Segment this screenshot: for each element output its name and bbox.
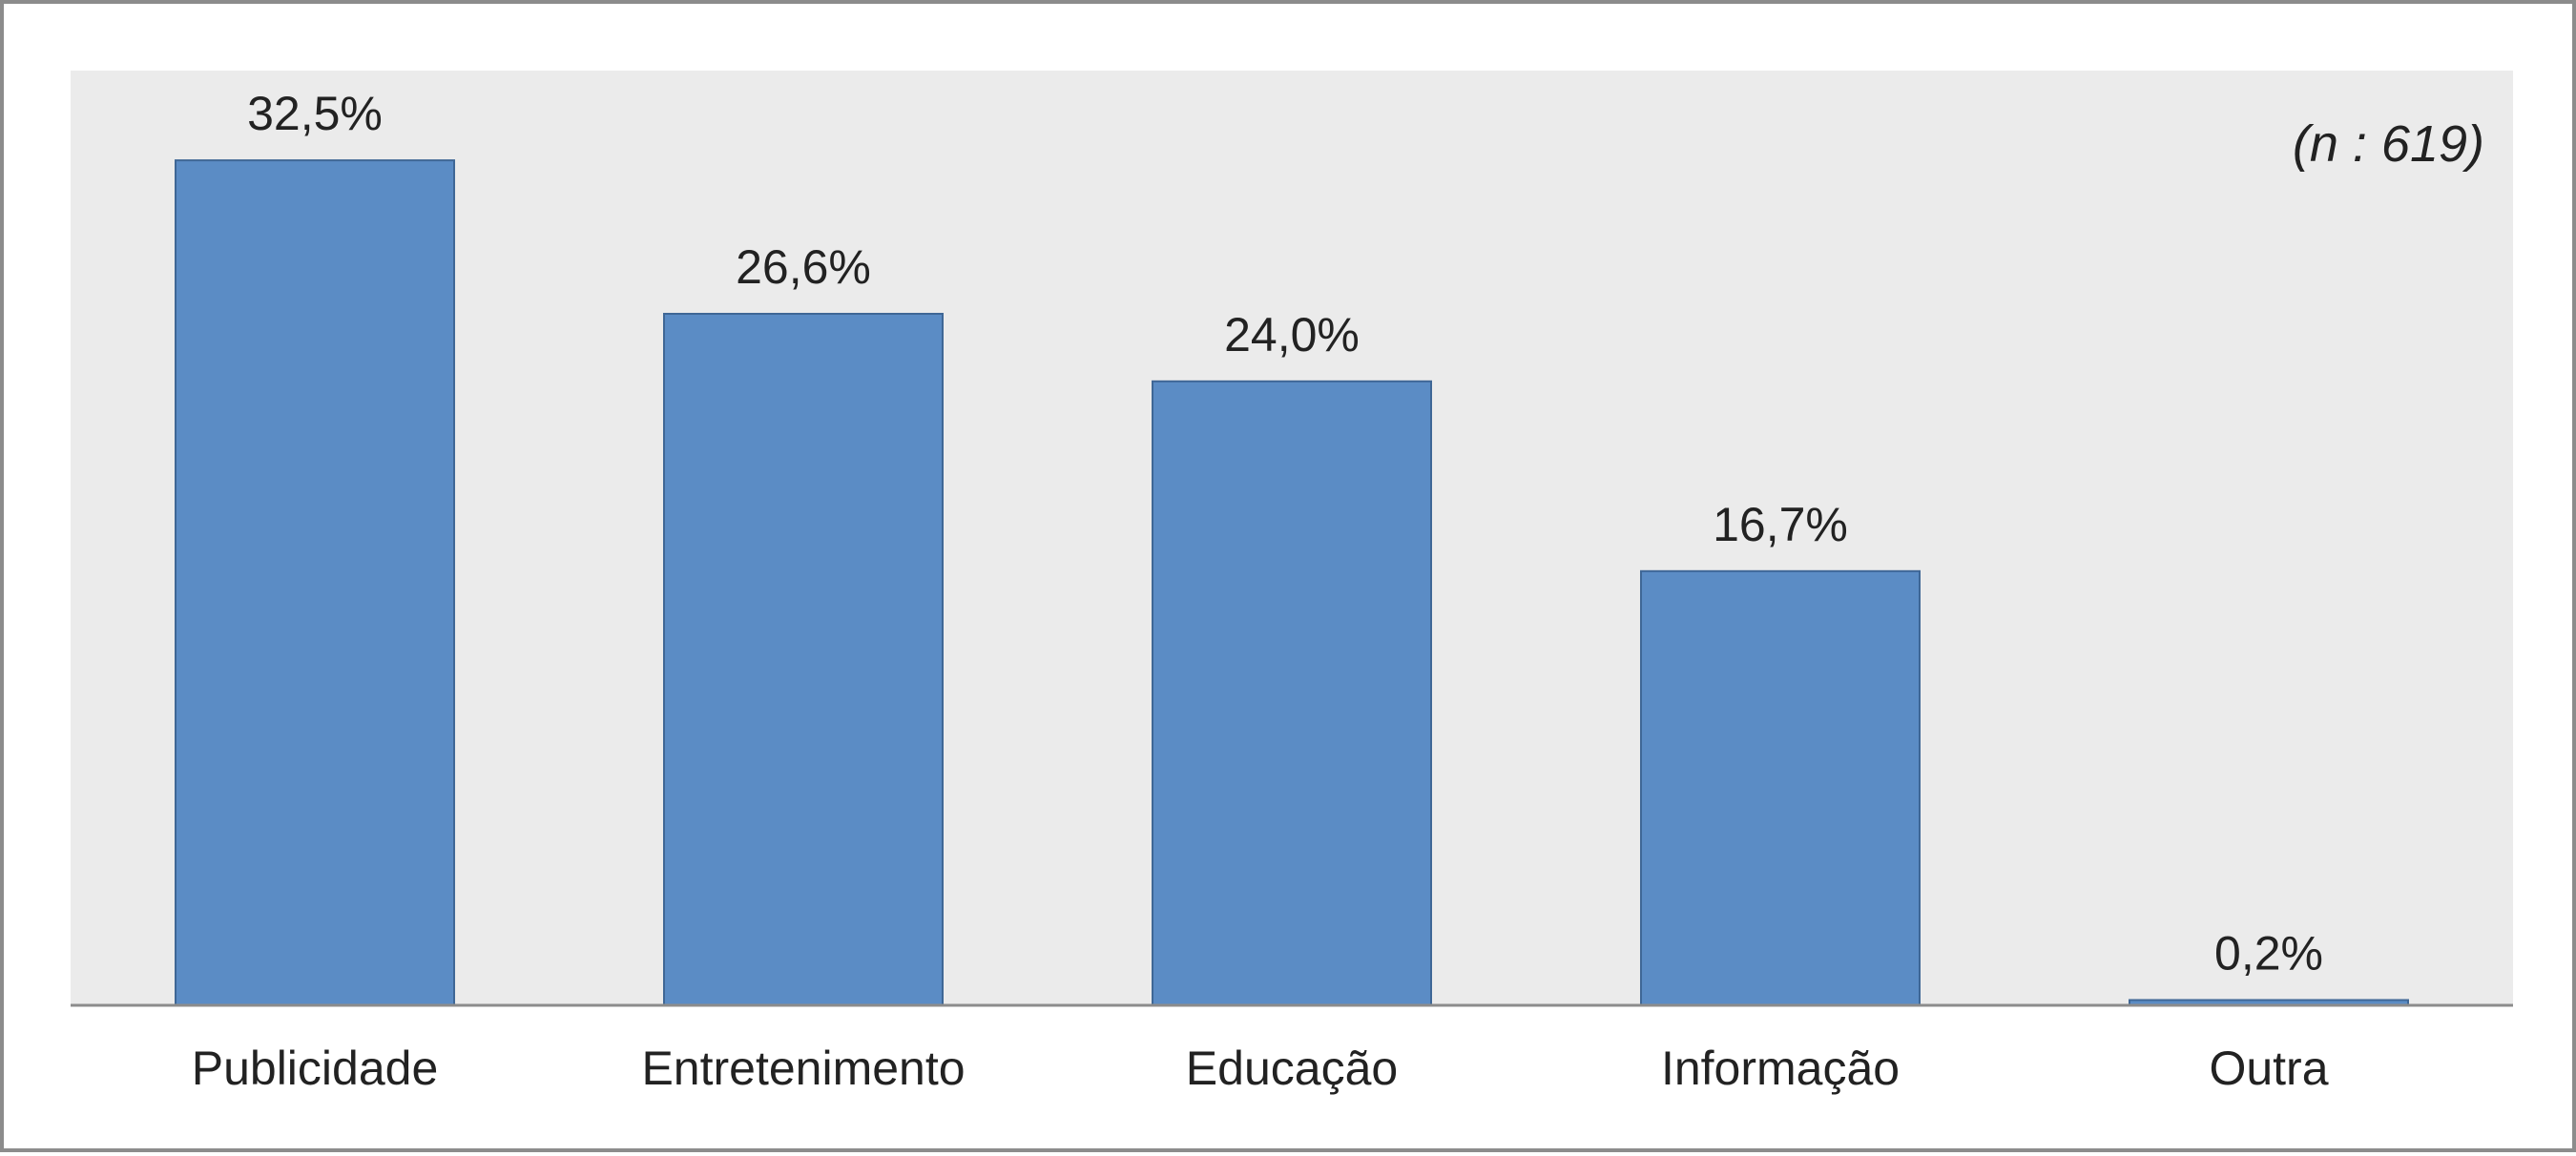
value-label-1: 26,6% <box>736 240 871 294</box>
bar-0 <box>175 159 455 1007</box>
category-label-4: Outra <box>2209 1042 2328 1095</box>
sample-size-annotation: (n : 619) <box>2293 115 2484 173</box>
bar-2 <box>1152 380 1432 1006</box>
value-label-2: 24,0% <box>1224 308 1360 361</box>
category-label-1: Entretenimento <box>641 1042 965 1095</box>
value-label-0: 32,5% <box>247 87 383 140</box>
labels-layer: 32,5% Publicidade 26,6% Entretenimento 24,0%… <box>192 87 2329 1095</box>
value-label-3: 16,7% <box>1713 498 1848 551</box>
category-label-0: Publicidade <box>192 1042 439 1095</box>
bar-3 <box>1640 569 1921 1006</box>
category-label-2: Educação <box>1186 1042 1398 1095</box>
bar-chart: 32,5% Publicidade 26,6% Entretenimento 24,0%… <box>71 71 2513 1095</box>
value-label-4: 0,2% <box>2214 927 2323 981</box>
bars-layer <box>175 159 2409 1007</box>
bar-1 <box>663 313 944 1006</box>
category-label-3: Informação <box>1661 1042 1900 1095</box>
